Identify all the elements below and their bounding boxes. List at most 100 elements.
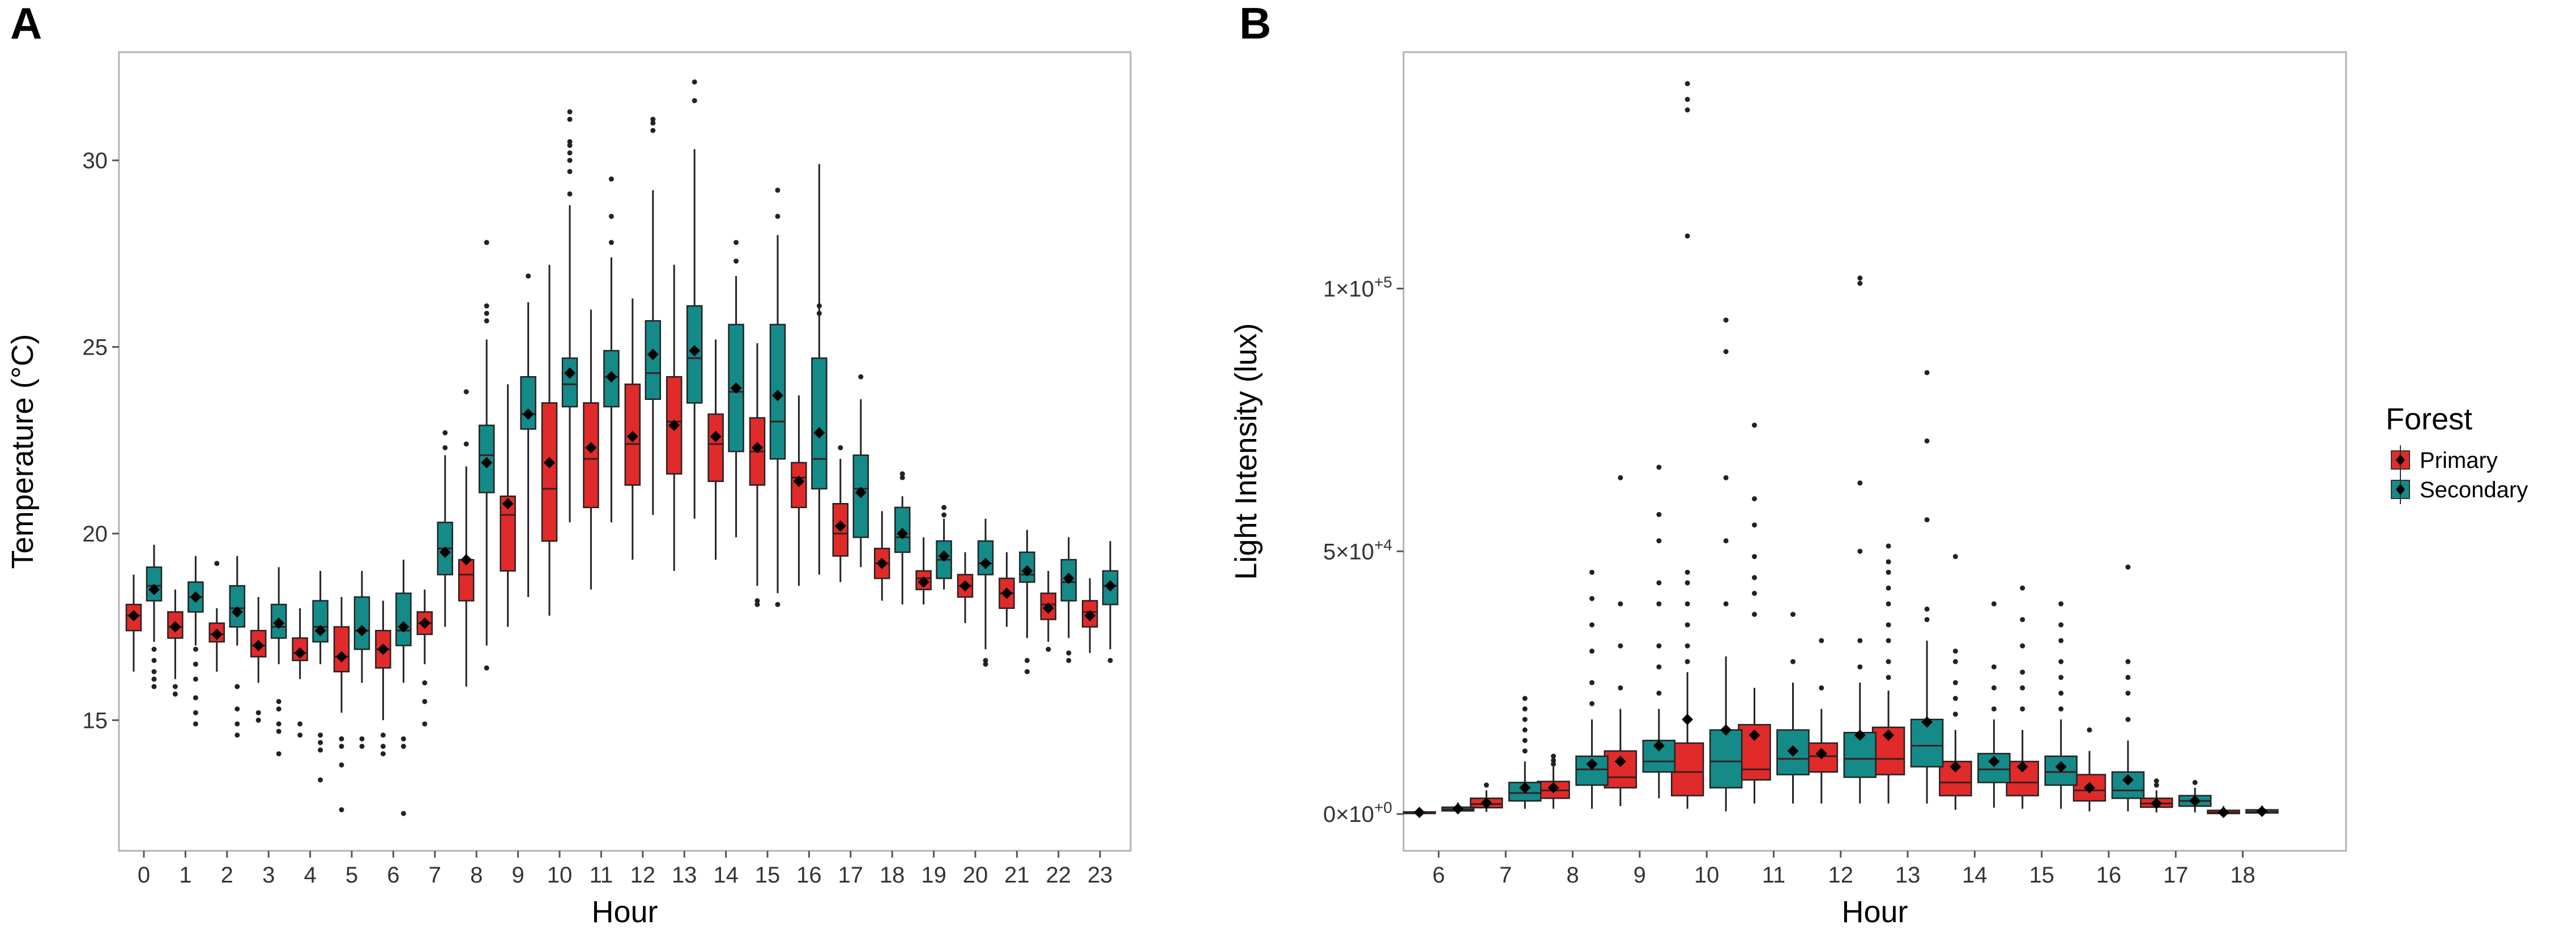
mean-marker (710, 430, 722, 442)
outlier-point (1952, 659, 1958, 664)
x-tick-label: 11 (1762, 863, 1786, 888)
outlier-point (1723, 538, 1729, 544)
x-tick-label: 0 (138, 863, 150, 888)
outlier-point (1952, 711, 1958, 717)
outlier-point (151, 669, 157, 675)
panel-a-boxes (125, 79, 1119, 816)
mean-marker (273, 617, 285, 629)
box-primary-11 (1738, 423, 1771, 804)
box-secondary-19 (936, 505, 952, 590)
outlier-point (1618, 475, 1623, 480)
box-secondary-2 (229, 556, 246, 738)
panel-a-y-axis-title: Temperature (°C) (6, 334, 40, 569)
outlier-point (2020, 617, 2025, 623)
mean-marker (938, 550, 950, 562)
y-tick-label: 0×10+0 (1323, 799, 1392, 827)
outlier-point (400, 744, 406, 749)
outlier-point (2058, 675, 2064, 680)
outlier-point (1684, 569, 1690, 575)
box-secondary-5 (353, 570, 370, 749)
outlier-point (1656, 664, 1662, 670)
box-primary-7 (416, 589, 433, 727)
mean-marker (1519, 782, 1531, 794)
outlier-point (1819, 685, 1824, 690)
outlier-point (775, 214, 781, 219)
box-body (458, 559, 475, 602)
outlier-point (775, 187, 781, 193)
outlier-point (380, 751, 386, 757)
panel-a-x-axis: 0 1 2 3 4 5 6 7 8 9 10 11 12 13 14 15 16 17 18 19 20 21 22 23 (138, 851, 1113, 888)
outlier-point (1886, 675, 1891, 680)
box-primary-6 (1402, 807, 1436, 819)
box-primary-9 (500, 384, 516, 627)
outlier-point (1857, 638, 1863, 643)
outlier-point (2192, 779, 2198, 785)
outlier-point (1857, 275, 1863, 281)
mean-marker (231, 606, 243, 618)
outlier-point (2125, 717, 2131, 722)
outlier-point (1857, 548, 1863, 554)
mean-marker (419, 617, 430, 629)
outlier-point (151, 684, 157, 689)
x-tick-label: 13 (672, 863, 697, 888)
mean-marker (377, 643, 389, 655)
mean-marker (1787, 745, 1799, 757)
outlier-point (1589, 569, 1595, 575)
mean-marker (2189, 795, 2201, 807)
x-tick-label: 13 (1895, 863, 1921, 888)
mean-marker (1586, 758, 1598, 770)
outlier-point (1886, 569, 1891, 575)
legend-item-secondary: Secondary (2391, 475, 2528, 504)
outlier-point (1656, 690, 1662, 696)
outlier-point (1589, 701, 1595, 706)
box-primary-11 (583, 309, 599, 590)
y-tick-label: 25 (83, 335, 108, 360)
box-primary-19 (915, 537, 932, 605)
outlier-point (941, 505, 947, 510)
box-primary-21 (999, 552, 1015, 627)
outlier-point (2020, 585, 2025, 591)
mean-marker (1854, 729, 1866, 741)
x-tick-label: 22 (1046, 863, 1072, 888)
outlier-point (1066, 650, 1072, 656)
outlier-point (1886, 659, 1891, 664)
outlier-point (276, 698, 282, 704)
panel-a-x-axis-title: Hour (591, 895, 658, 929)
outlier-point (1551, 753, 1556, 759)
outlier-point (526, 273, 531, 279)
outlier-point (276, 721, 282, 727)
mean-marker (1547, 782, 1559, 794)
outlier-point (1024, 658, 1030, 663)
box-body (229, 585, 246, 628)
outlier-point (1656, 643, 1662, 649)
mean-marker (1001, 587, 1013, 599)
mean-marker (564, 367, 575, 379)
mean-marker (1748, 729, 1760, 741)
box-secondary-11 (603, 176, 620, 523)
outlier-point (2058, 638, 2064, 643)
mean-marker (1042, 602, 1054, 614)
box-secondary-12 (645, 117, 662, 515)
outlier-point (1723, 349, 1729, 355)
outlier-point (1522, 748, 1528, 754)
outlier-point (899, 471, 905, 477)
box-secondary-17 (2178, 779, 2212, 813)
outlier-point (567, 139, 573, 144)
panel-letter-b: B (1239, 0, 1271, 48)
panel-b-boxes (1402, 81, 2279, 819)
box-body (1939, 761, 1972, 796)
outlier-point (2153, 778, 2159, 784)
outlier-point (276, 706, 282, 712)
box-secondary-12 (1843, 275, 1877, 804)
outlier-point (297, 721, 303, 727)
legend-label-secondary: Secondary (2420, 478, 2528, 502)
box-primary-13 (666, 265, 683, 571)
outlier-point (1551, 761, 1556, 767)
box-secondary-18 (894, 471, 911, 605)
box-secondary-6 (1441, 802, 1475, 815)
outlier-point (1723, 317, 1729, 323)
outlier-point (2020, 685, 2025, 690)
x-tick-label: 23 (1087, 863, 1113, 888)
outlier-point (1589, 649, 1595, 654)
box-secondary-7 (437, 430, 454, 627)
